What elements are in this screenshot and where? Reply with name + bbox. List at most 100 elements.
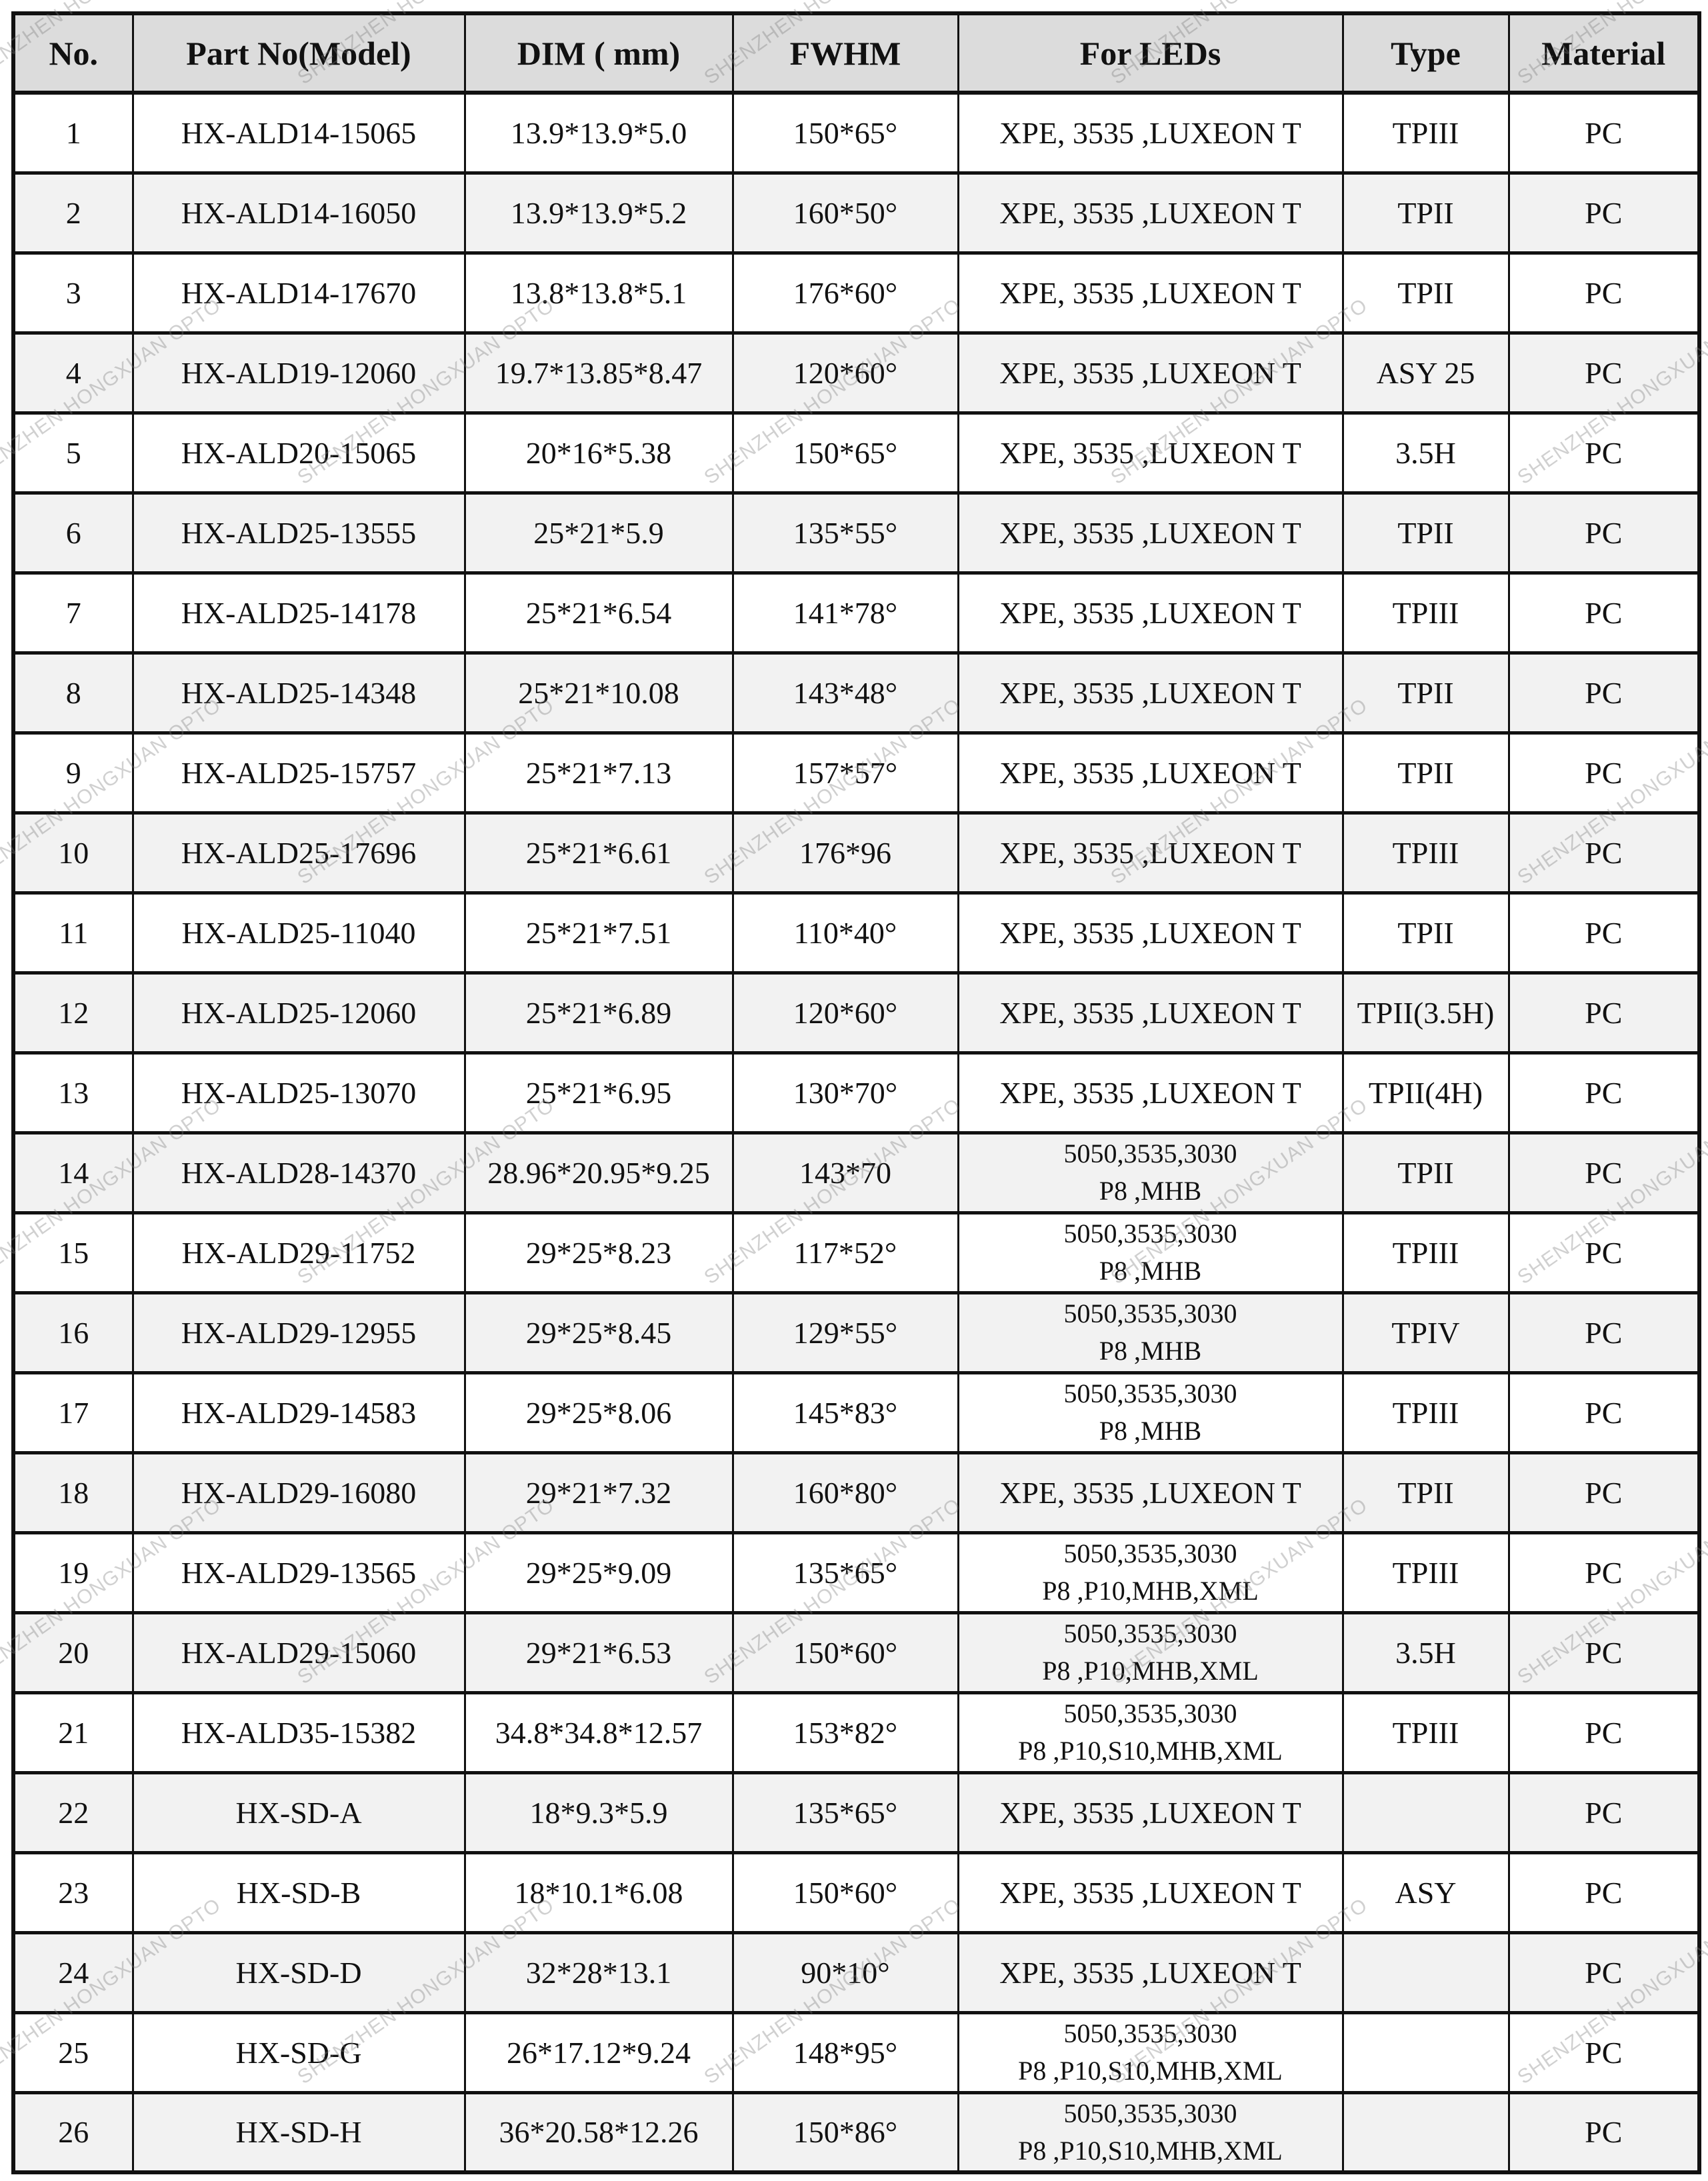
cell-no: 20	[12, 1611, 134, 1694]
cell-material: PC	[1507, 1451, 1701, 1534]
header-type: Type	[1341, 12, 1510, 95]
cell-for-leds: XPE, 3535 ,LUXEON T	[957, 1771, 1344, 1854]
cell-type	[1341, 1931, 1510, 2014]
cell-type: TPII	[1341, 491, 1510, 574]
led-line: 5050,3535,3030	[1063, 1618, 1237, 1648]
cell-no: 18	[12, 1451, 134, 1534]
cell-material: PC	[1507, 1931, 1701, 2014]
cell-dim: 29*25*8.45	[463, 1291, 734, 1374]
cell-for-leds: XPE, 3535 ,LUXEON T	[957, 331, 1344, 414]
cell-fwhm: 150*60°	[731, 1611, 959, 1694]
led-line: XPE, 3535 ,LUXEON T	[999, 1955, 1301, 1990]
cell-type: TPII	[1341, 1131, 1510, 1214]
table-row: 21 HX-ALD35-15382 34.8*34.8*12.57 153*82° 50…	[12, 1691, 1701, 1774]
cell-no: 21	[12, 1691, 134, 1774]
cell-no: 12	[12, 971, 134, 1054]
table-row: 4 HX-ALD19-12060 19.7*13.85*8.47 120*60° XPE…	[12, 331, 1701, 414]
led-line: XPE, 3535 ,LUXEON T	[999, 435, 1301, 470]
cell-part-no: HX-ALD19-12060	[131, 331, 466, 414]
cell-type: TPIV	[1341, 1291, 1510, 1374]
cell-dim: 36*20.58*12.26	[463, 2091, 734, 2174]
cell-fwhm: 150*86°	[731, 2091, 959, 2174]
cell-for-leds: XPE, 3535 ,LUXEON T	[957, 411, 1344, 494]
cell-dim: 20*16*5.38	[463, 411, 734, 494]
led-line: P8 ,MHB	[1099, 1176, 1202, 1206]
cell-part-no: HX-ALD29-13565	[131, 1531, 466, 1614]
table-row: 6 HX-ALD25-13555 25*21*5.9 135*55° XPE, 3535…	[12, 491, 1701, 574]
led-line: XPE, 3535 ,LUXEON T	[999, 595, 1301, 630]
cell-part-no: HX-SD-B	[131, 1851, 466, 1934]
cell-material: PC	[1507, 1851, 1701, 1934]
cell-dim: 29*21*7.32	[463, 1451, 734, 1534]
cell-no: 7	[12, 571, 134, 654]
table-row: 13 HX-ALD25-13070 25*21*6.95 130*70° XPE, 35…	[12, 1051, 1701, 1134]
led-line: XPE, 3535 ,LUXEON T	[999, 995, 1301, 1030]
led-line: 5050,3535,3030	[1063, 1138, 1237, 1168]
cell-part-no: HX-ALD28-14370	[131, 1131, 466, 1214]
cell-type: TPII	[1341, 171, 1510, 254]
cell-part-no: HX-ALD25-14178	[131, 571, 466, 654]
cell-material: PC	[1507, 2011, 1701, 2094]
cell-for-leds: 5050,3535,3030 P8 ,MHB	[957, 1291, 1344, 1374]
cell-type: TPII(3.5H)	[1341, 971, 1510, 1054]
cell-no: 5	[12, 411, 134, 494]
cell-fwhm: 160*50°	[731, 171, 959, 254]
cell-part-no: HX-ALD25-17696	[131, 811, 466, 894]
cell-part-no: HX-ALD14-15065	[131, 91, 466, 174]
cell-type: TPIII	[1341, 91, 1510, 174]
cell-type: ASY	[1341, 1851, 1510, 1934]
cell-type: 3.5H	[1341, 411, 1510, 494]
cell-for-leds: 5050,3535,3030 P8 ,MHB	[957, 1131, 1344, 1214]
cell-fwhm: 148*95°	[731, 2011, 959, 2094]
cell-part-no: HX-ALD25-13070	[131, 1051, 466, 1134]
led-line: XPE, 3535 ,LUXEON T	[999, 1475, 1301, 1510]
cell-material: PC	[1507, 2091, 1701, 2174]
led-line: XPE, 3535 ,LUXEON T	[999, 275, 1301, 310]
cell-dim: 32*28*13.1	[463, 1931, 734, 2014]
cell-part-no: HX-ALD25-11040	[131, 891, 466, 974]
cell-dim: 18*9.3*5.9	[463, 1771, 734, 1854]
cell-for-leds: XPE, 3535 ,LUXEON T	[957, 1451, 1344, 1534]
cell-dim: 29*25*8.06	[463, 1371, 734, 1454]
cell-fwhm: 135*65°	[731, 1531, 959, 1614]
cell-fwhm: 176*96	[731, 811, 959, 894]
table-row: 16 HX-ALD29-12955 29*25*8.45 129*55° 5050,35…	[12, 1291, 1701, 1374]
cell-for-leds: XPE, 3535 ,LUXEON T	[957, 1931, 1344, 2014]
cell-type: 3.5H	[1341, 1611, 1510, 1694]
cell-no: 6	[12, 491, 134, 574]
cell-for-leds: 5050,3535,3030 P8 ,P10,MHB,XML	[957, 1531, 1344, 1614]
cell-fwhm: 143*48°	[731, 651, 959, 734]
led-line: P8 ,P10,S10,MHB,XML	[1018, 1736, 1283, 1766]
led-line: 5050,3535,3030	[1063, 1698, 1237, 1728]
cell-fwhm: 129*55°	[731, 1291, 959, 1374]
cell-fwhm: 153*82°	[731, 1691, 959, 1774]
cell-dim: 25*21*10.08	[463, 651, 734, 734]
led-line: P8 ,MHB	[1099, 1336, 1202, 1366]
cell-material: PC	[1507, 251, 1701, 334]
cell-type	[1341, 2011, 1510, 2094]
cell-fwhm: 120*60°	[731, 331, 959, 414]
cell-material: PC	[1507, 1291, 1701, 1374]
header-for-leds: For LEDs	[957, 12, 1344, 95]
cell-fwhm: 130*70°	[731, 1051, 959, 1134]
cell-part-no: HX-ALD29-15060	[131, 1611, 466, 1694]
cell-type: TPII(4H)	[1341, 1051, 1510, 1134]
cell-type: ASY 25	[1341, 331, 1510, 414]
cell-type: TPII	[1341, 731, 1510, 814]
cell-for-leds: 5050,3535,3030 P8 ,P10,S10,MHB,XML	[957, 1691, 1344, 1774]
led-line: P8 ,P10,MHB,XML	[1042, 1576, 1259, 1606]
cell-no: 16	[12, 1291, 134, 1374]
cell-no: 22	[12, 1771, 134, 1854]
cell-material: PC	[1507, 891, 1701, 974]
table-row: 25 HX-SD-G 26*17.12*9.24 148*95° 5050,3535,3…	[12, 2011, 1701, 2094]
led-line: 5050,3535,3030	[1063, 1298, 1237, 1328]
led-line: P8 ,P10,S10,MHB,XML	[1018, 2135, 1283, 2166]
cell-for-leds: 5050,3535,3030 P8 ,MHB	[957, 1211, 1344, 1294]
cell-material: PC	[1507, 1051, 1701, 1134]
cell-fwhm: 160*80°	[731, 1451, 959, 1534]
cell-part-no: HX-ALD25-14348	[131, 651, 466, 734]
table-row: 3 HX-ALD14-17670 13.8*13.8*5.1 176*60° XPE, …	[12, 251, 1701, 334]
cell-part-no: HX-ALD29-12955	[131, 1291, 466, 1374]
table-row: 15 HX-ALD29-11752 29*25*8.23 117*52° 5050,35…	[12, 1211, 1701, 1294]
cell-material: PC	[1507, 571, 1701, 654]
